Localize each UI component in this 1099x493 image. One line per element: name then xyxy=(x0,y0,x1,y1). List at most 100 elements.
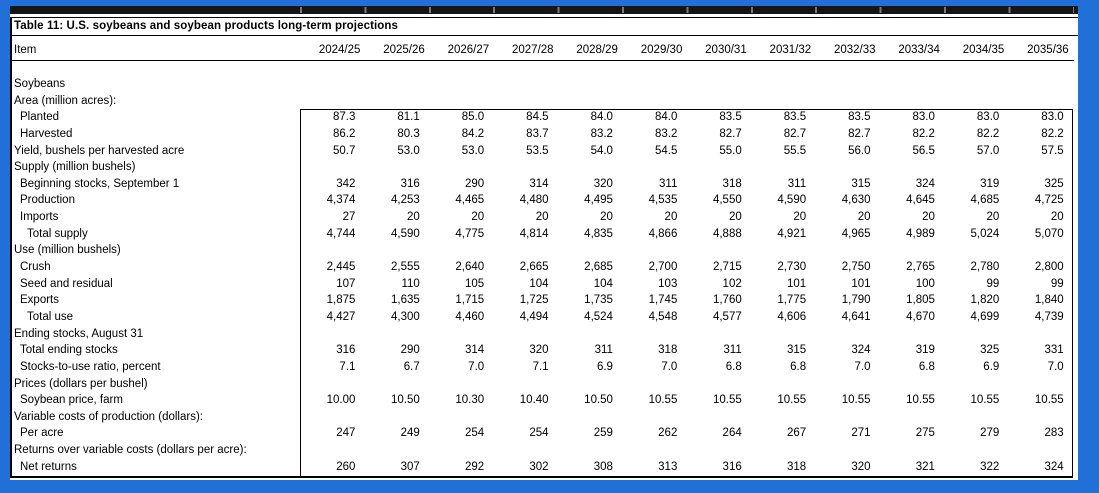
cell-value: 7.0 xyxy=(854,360,871,373)
cell-value: 2,700 xyxy=(648,261,678,274)
cell-value: 4,670 xyxy=(906,310,935,323)
cell-value: 10.55 xyxy=(712,394,742,407)
cell-value: 10.50 xyxy=(391,394,420,407)
table-row: Exports 1,875 1,635 1,715 1,725 1,735 1,745 1,7… xyxy=(10,292,1074,309)
cell-value: 54.5 xyxy=(654,144,678,157)
item-column-header: Item xyxy=(14,44,37,56)
cell-value: 4,465 xyxy=(455,194,485,207)
cell-value: 7.0 xyxy=(1047,360,1064,373)
cell-value: 104 xyxy=(529,277,549,290)
cell-value: 254 xyxy=(529,427,549,440)
cell-value: 2,665 xyxy=(519,261,549,274)
cell-value: 83.0 xyxy=(976,111,1000,124)
cell-value: 103 xyxy=(658,277,678,290)
row-label: Beginning stocks, September 1 xyxy=(20,177,180,190)
cell-value: 4,645 xyxy=(906,194,935,207)
cell-value: 316 xyxy=(722,460,742,473)
table-row: Seed and residual 107 110 105 104 104 103 102 10… xyxy=(10,276,1074,293)
row-label: Planted xyxy=(20,111,60,124)
table-rows: Soybeans Area (million acres): Planted 87.3… xyxy=(10,76,1074,475)
year-column-header: 2029/30 xyxy=(640,44,683,56)
row-label: Seed and residual xyxy=(20,277,113,290)
cell-value: 1,735 xyxy=(584,294,613,307)
cell-value: 10.55 xyxy=(970,394,1000,407)
row-label: Prices (dollars per bushel) xyxy=(14,377,148,390)
table-row: Production 4,374 4,253 4,465 4,480 4,495 4,535… xyxy=(10,192,1074,209)
cell-value: 4,590 xyxy=(391,227,420,240)
cell-value: 86.2 xyxy=(333,127,356,140)
year-column-header: 2024/25 xyxy=(318,44,361,56)
cell-value: 6.7 xyxy=(403,360,420,373)
cell-value: 6.8 xyxy=(918,360,935,373)
cell-value: 2,765 xyxy=(906,261,935,274)
cell-value: 254 xyxy=(464,427,485,440)
clipped-row-band xyxy=(10,6,1078,14)
cell-value: 83.0 xyxy=(912,111,935,124)
cell-value: 20 xyxy=(793,211,807,224)
cell-value: 99 xyxy=(986,277,1000,290)
cell-value: 57.5 xyxy=(1041,144,1064,157)
cell-value: 2,730 xyxy=(777,261,807,274)
cell-value: 55.0 xyxy=(719,144,742,157)
cell-value: 2,715 xyxy=(712,261,742,274)
section-row: Area (million acres): xyxy=(10,93,1074,110)
cell-value: 2,750 xyxy=(841,261,871,274)
cell-value: 20 xyxy=(1050,211,1064,224)
cell-value: 4,630 xyxy=(841,194,871,207)
cell-value: 307 xyxy=(400,460,420,473)
table-row: Crush 2,445 2,555 2,640 2,665 2,685 2,700 2,715… xyxy=(10,259,1074,276)
cell-value: 311 xyxy=(659,177,678,190)
cell-value: 5,024 xyxy=(970,227,1000,240)
cell-value: 320 xyxy=(851,460,871,473)
table-bottom-border xyxy=(10,475,1073,478)
table-row: Total ending stocks 316 290 314 320 311 318 311… xyxy=(10,342,1074,359)
cell-value: 2,800 xyxy=(1034,261,1064,274)
cell-value: 325 xyxy=(980,344,1000,357)
cell-value: 4,744 xyxy=(326,227,356,240)
row-label: Crush xyxy=(20,261,51,274)
cell-value: 1,760 xyxy=(712,294,742,307)
cell-value: 20 xyxy=(857,211,871,224)
cell-value: 318 xyxy=(722,177,742,190)
cell-value: 4,460 xyxy=(455,310,485,323)
cell-value: 2,445 xyxy=(326,261,356,274)
table-row: Imports 27 20 20 20 20 20 20 20 20 20 20 20 xyxy=(10,209,1074,226)
cell-value: 319 xyxy=(915,344,935,357)
cell-value: 83.5 xyxy=(719,111,742,124)
cell-value: 4,550 xyxy=(712,194,742,207)
cell-value: 83.5 xyxy=(848,111,871,124)
cell-value: 20 xyxy=(922,211,935,224)
cell-value: 4,739 xyxy=(1034,310,1064,323)
cell-value: 110 xyxy=(401,277,420,290)
cell-value: 4,775 xyxy=(455,227,485,240)
cell-value: 249 xyxy=(400,427,420,440)
cell-value: 105 xyxy=(464,277,485,290)
cell-value: 283 xyxy=(1044,427,1064,440)
cell-value: 20 xyxy=(664,211,678,224)
cell-value: 101 xyxy=(851,277,871,290)
cell-value: 7.1 xyxy=(339,360,356,373)
cell-value: 4,866 xyxy=(648,227,678,240)
cell-value: 82.7 xyxy=(783,127,807,140)
cell-value: 1,725 xyxy=(519,294,549,307)
cell-value: 4,606 xyxy=(777,310,807,323)
cell-value: 1,775 xyxy=(777,294,807,307)
cell-value: 4,835 xyxy=(584,227,613,240)
cell-value: 4,814 xyxy=(519,227,549,240)
cell-value: 104 xyxy=(593,277,613,290)
cell-value: 271 xyxy=(851,427,871,440)
cell-value: 53.0 xyxy=(397,144,420,157)
cell-value: 1,715 xyxy=(455,294,485,307)
row-label: Variable costs of production (dollars): xyxy=(14,410,203,423)
cell-value: 311 xyxy=(594,344,613,357)
spreadsheet-page: Table 11: U.S. soybeans and soybean prod… xyxy=(10,6,1078,480)
cell-value: 318 xyxy=(658,344,678,357)
table-row: Per acre 247 249 254 254 259 262 264 267 271 275 27… xyxy=(10,425,1074,442)
cell-value: 1,840 xyxy=(1034,294,1064,307)
cell-value: 262 xyxy=(658,427,678,440)
cell-value: 4,921 xyxy=(777,227,807,240)
row-label: Area (million acres): xyxy=(14,94,117,107)
table-row: Harvested 86.2 80.3 84.2 83.7 83.2 83.2 82.7 82.… xyxy=(10,126,1074,143)
cell-value: 10.50 xyxy=(584,394,613,407)
